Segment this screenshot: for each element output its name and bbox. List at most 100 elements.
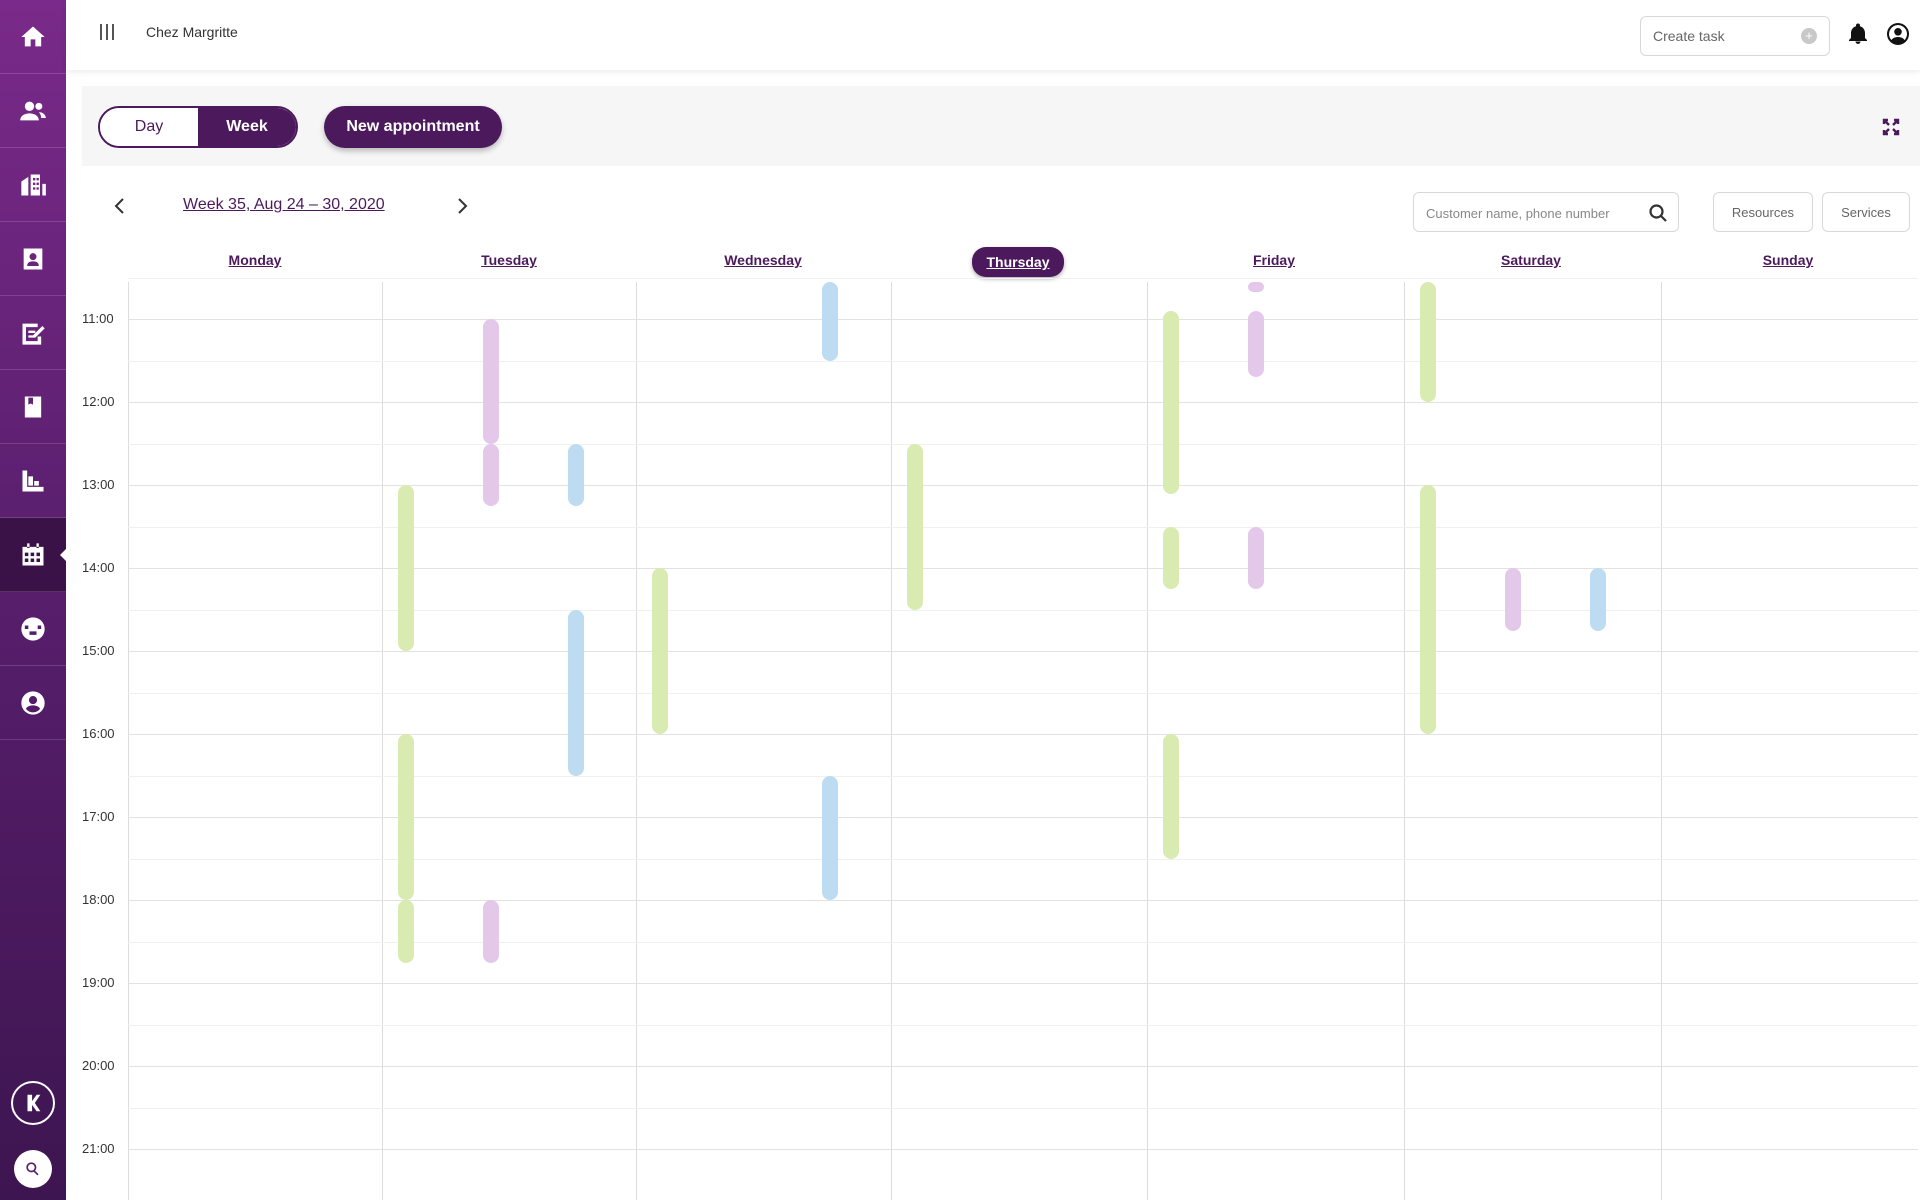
- day-header-thursday[interactable]: Thursday: [972, 247, 1064, 277]
- sidebar-item-book[interactable]: [0, 370, 66, 444]
- appointment-block[interactable]: [483, 900, 499, 963]
- day-header-wednesday[interactable]: Wednesday: [724, 252, 802, 268]
- hour-gridline: [128, 983, 1918, 985]
- sidebar-item-profile[interactable]: [0, 666, 66, 740]
- day-view-button[interactable]: Day: [100, 108, 198, 146]
- hour-gridline: [128, 817, 1918, 819]
- hour-gridline: [128, 1066, 1918, 1068]
- brand-logo-button[interactable]: [11, 1081, 55, 1125]
- day-header-tuesday[interactable]: Tuesday: [481, 252, 537, 268]
- time-label: 14:00: [82, 560, 115, 576]
- half-hour-gridline: [128, 277, 1918, 279]
- plus-circle-icon[interactable]: +: [1801, 28, 1817, 44]
- customer-search-input[interactable]: [1426, 202, 1636, 224]
- time-label: 20:00: [82, 1058, 115, 1074]
- appointment-block[interactable]: [1505, 568, 1521, 631]
- sidebar-item-customers[interactable]: [0, 74, 66, 148]
- appointment-block[interactable]: [822, 282, 838, 361]
- appointment-block[interactable]: [1163, 734, 1179, 859]
- menu-toggle-icon[interactable]: [100, 24, 118, 42]
- sidebar-item-locations[interactable]: [0, 148, 66, 222]
- resources-button[interactable]: Resources: [1713, 192, 1813, 232]
- sidebar-item-home[interactable]: [0, 0, 66, 74]
- create-task-input[interactable]: Create task +: [1640, 16, 1830, 56]
- sidebar-item-reports[interactable]: [0, 444, 66, 518]
- appointment-block[interactable]: [652, 568, 668, 735]
- home-icon: [21, 26, 45, 46]
- calendar-icon: [22, 542, 44, 565]
- hour-gridline: [128, 402, 1918, 404]
- appointment-block[interactable]: [398, 900, 414, 963]
- appointment-block[interactable]: [1590, 568, 1606, 631]
- hour-gridline: [128, 651, 1918, 653]
- reports-icon: [22, 470, 44, 491]
- appointment-block[interactable]: [1420, 485, 1436, 735]
- chevron-left-icon: [114, 198, 124, 214]
- half-hour-gridline: [128, 775, 1918, 777]
- appointment-block[interactable]: [568, 609, 584, 776]
- day-column-divider: [128, 282, 129, 1200]
- half-hour-gridline: [128, 609, 1918, 611]
- week-range-label[interactable]: Week 35, Aug 24 – 30, 2020: [183, 196, 385, 213]
- day-header-monday[interactable]: Monday: [228, 252, 282, 268]
- contacts-icon: [23, 248, 43, 269]
- user-account-icon[interactable]: [1886, 22, 1912, 48]
- appointment-block[interactable]: [398, 734, 414, 901]
- appointment-block[interactable]: [1163, 526, 1179, 590]
- appointment-block[interactable]: [398, 485, 414, 652]
- day-column-divider: [1661, 282, 1662, 1200]
- top-bar: Chez Margritte Create task +: [66, 0, 1920, 70]
- hour-gridline: [128, 1149, 1918, 1151]
- chat-icon: [26, 1162, 39, 1176]
- hour-gridline: [128, 485, 1918, 487]
- globe-icon: [21, 616, 45, 641]
- hour-gridline: [128, 319, 1918, 321]
- appointment-block[interactable]: [1248, 282, 1264, 292]
- appointment-block[interactable]: [1420, 282, 1436, 403]
- book-icon: [24, 396, 42, 417]
- half-hour-gridline: [128, 360, 1918, 362]
- appointment-block[interactable]: [1248, 526, 1264, 590]
- day-column-divider: [636, 282, 637, 1200]
- chevron-right-icon: [458, 198, 468, 214]
- customer-search: [1413, 192, 1679, 232]
- time-label: 21:00: [82, 1141, 115, 1157]
- time-label: 17:00: [82, 809, 115, 825]
- appointment-block[interactable]: [483, 319, 499, 444]
- time-label: 15:00: [82, 643, 115, 659]
- customers-icon: [20, 101, 46, 120]
- services-button[interactable]: Services: [1822, 192, 1910, 232]
- new-appointment-button[interactable]: New appointment: [324, 106, 502, 148]
- next-week-button[interactable]: [452, 196, 472, 216]
- appointment-block[interactable]: [1163, 311, 1179, 494]
- notifications-bell-icon[interactable]: [1846, 22, 1870, 46]
- day-header-saturday[interactable]: Saturday: [1501, 252, 1561, 268]
- half-hour-gridline: [128, 941, 1918, 943]
- sidebar-item-calendar[interactable]: [0, 518, 66, 592]
- appointment-block[interactable]: [483, 443, 499, 507]
- chat-button[interactable]: [14, 1150, 52, 1188]
- search-icon[interactable]: [1648, 203, 1668, 223]
- previous-week-button[interactable]: [110, 196, 130, 216]
- week-view-button[interactable]: Week: [198, 108, 296, 146]
- sidebar-item-tasks[interactable]: [0, 296, 66, 370]
- day-header-friday[interactable]: Friday: [1252, 252, 1295, 268]
- day-header-sunday[interactable]: Sunday: [1762, 252, 1814, 268]
- hour-gridline: [128, 568, 1918, 570]
- half-hour-gridline: [128, 526, 1918, 528]
- fullscreen-expand-icon[interactable]: [1882, 118, 1900, 136]
- day-column-divider: [1147, 282, 1148, 1200]
- buildings-icon: [21, 174, 46, 195]
- time-label: 16:00: [82, 726, 115, 742]
- day-column-divider: [891, 282, 892, 1200]
- hour-gridline: [128, 900, 1918, 902]
- profile-icon: [21, 690, 45, 715]
- appointment-block[interactable]: [1248, 311, 1264, 378]
- calendar-toolbar: Day Week New appointment: [82, 86, 1920, 166]
- half-hour-gridline: [128, 1024, 1918, 1026]
- sidebar-item-contacts[interactable]: [0, 222, 66, 296]
- appointment-block[interactable]: [568, 443, 584, 507]
- appointment-block[interactable]: [907, 443, 923, 610]
- appointment-block[interactable]: [822, 775, 838, 901]
- sidebar-item-web[interactable]: [0, 592, 66, 666]
